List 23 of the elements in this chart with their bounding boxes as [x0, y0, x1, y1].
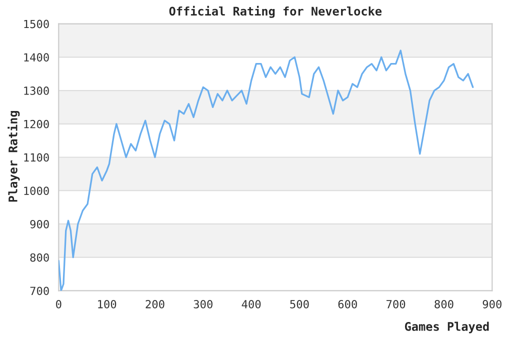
x-tick-label: 400: [242, 300, 261, 308]
x-tick-label: 100: [98, 300, 116, 308]
line-series: [58, 50, 474, 291]
x-tick-label: 300: [194, 300, 212, 308]
x-tick-label: 900: [482, 300, 502, 308]
y-tick-label: 1400: [24, 53, 49, 62]
x-axis-title: Games Played: [404, 322, 489, 334]
y-tick-label: 700: [30, 286, 49, 296]
y-tick-label: 800: [30, 253, 49, 262]
x-tick-label: 800: [434, 300, 454, 308]
y-tick-label: 1500: [24, 20, 49, 28]
y-tick-label: 1300: [24, 86, 49, 95]
y-tick-label: 900: [30, 220, 49, 228]
x-tick-label: 500: [290, 300, 309, 308]
y-tick-label: 1000: [24, 186, 49, 196]
chart-title: Official Rating for Neverlocke: [169, 6, 382, 18]
x-tick-label: 200: [146, 300, 164, 308]
x-tick-label: 0: [56, 300, 62, 308]
y-axis-title: Player Rating: [8, 110, 20, 202]
y-tick-label: 1100: [24, 153, 49, 162]
x-tick-label: 700: [386, 300, 406, 308]
x-tick-label: 600: [338, 300, 357, 308]
y-tick-label: 1200: [24, 120, 49, 128]
